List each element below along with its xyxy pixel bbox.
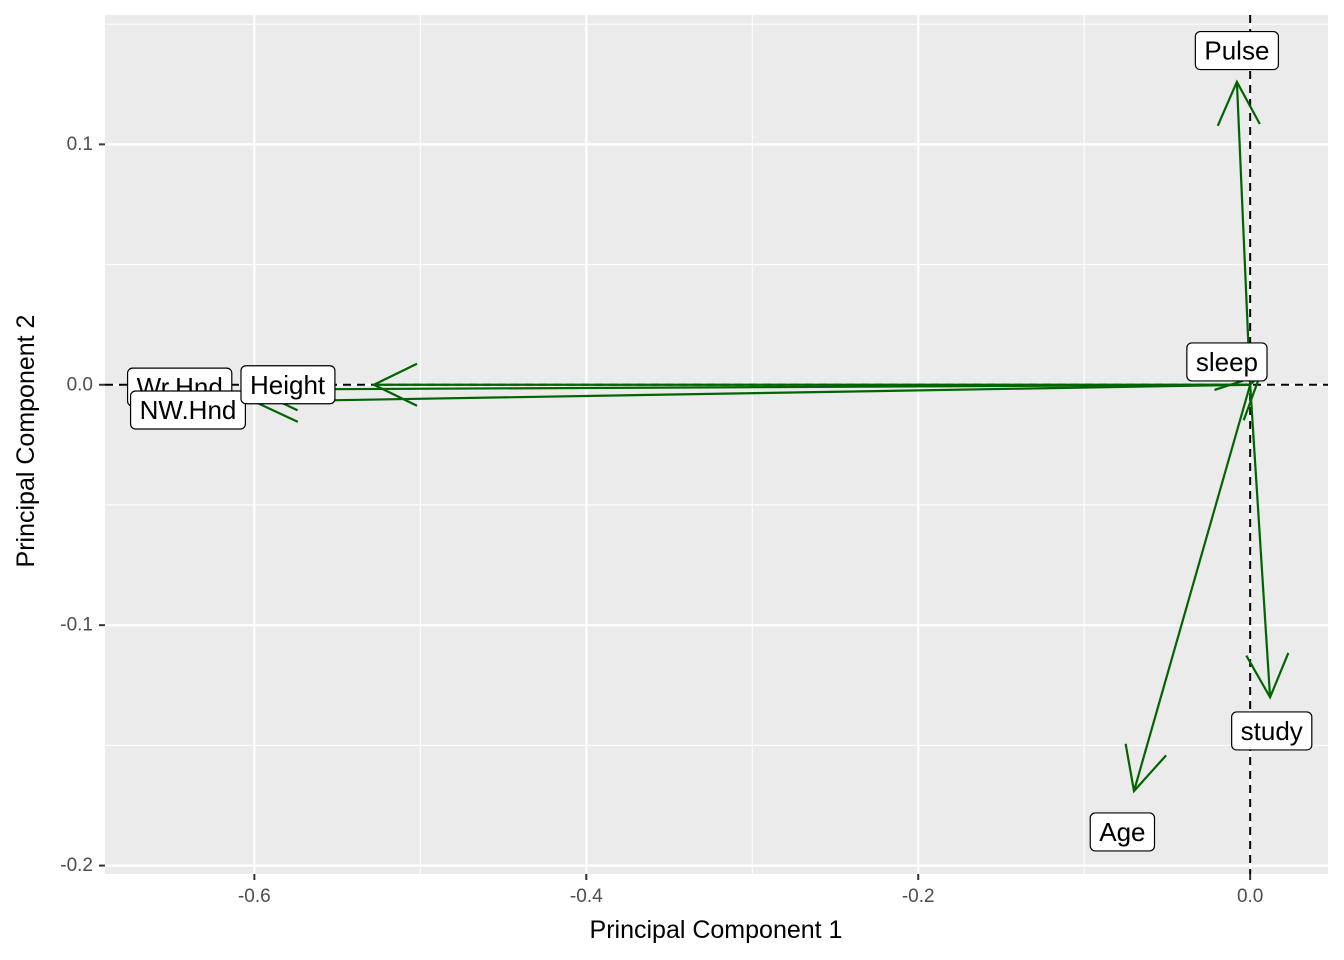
arrow-shaft xyxy=(1132,384,1252,792)
label-box xyxy=(129,390,246,430)
y-tick-label: 0.1 xyxy=(67,134,93,155)
x-tick-label: -0.4 xyxy=(570,886,603,907)
arrow-shaft xyxy=(254,383,1251,391)
variable-label: NW.Hnd xyxy=(129,390,246,430)
arrow-head xyxy=(1216,79,1261,127)
label-text: Height xyxy=(250,370,326,400)
arrow-shaft xyxy=(1235,81,1252,385)
label-box xyxy=(1231,711,1313,751)
x-tick-label: -0.6 xyxy=(238,886,271,907)
variable-label: study xyxy=(1231,711,1313,751)
label-box xyxy=(1089,812,1156,852)
label-box xyxy=(240,365,336,405)
y-tick-label: -0.2 xyxy=(60,855,93,876)
label-box xyxy=(1186,342,1268,382)
arrow-head xyxy=(1245,652,1290,700)
variable-label: sleep xyxy=(1186,342,1268,382)
loading-arrow xyxy=(1245,384,1290,700)
variable-label: Age xyxy=(1089,812,1156,852)
label-text: NW.Hnd xyxy=(140,395,237,425)
arrow-shaft xyxy=(1249,384,1272,698)
y-axis-title: Principal Component 2 xyxy=(12,315,40,568)
label-text: study xyxy=(1241,716,1303,746)
x-tick-label: 0.0 xyxy=(1237,886,1263,907)
x-axis-title: Principal Component 1 xyxy=(590,916,843,944)
variable-label: Height xyxy=(240,365,336,405)
y-tick-label: -0.1 xyxy=(60,615,93,636)
label-text: Pulse xyxy=(1204,36,1269,66)
arrow-head xyxy=(1124,743,1167,794)
label-text: Age xyxy=(1099,817,1145,847)
loading-arrow xyxy=(1216,79,1261,385)
label-text: sleep xyxy=(1196,347,1258,377)
panel-background xyxy=(105,15,1328,874)
y-tick-label: 0.0 xyxy=(67,374,93,395)
loading-arrow xyxy=(1124,384,1252,794)
plot-panel xyxy=(105,15,1328,874)
variable-label: Pulse xyxy=(1194,30,1280,71)
label-box xyxy=(1194,30,1280,71)
arrow-shaft xyxy=(254,383,1251,403)
axes: -0.6 -0.4 -0.2 0.0 -0.2 -0.1 0.0 0.1 xyxy=(60,134,1263,907)
x-tick-label: -0.2 xyxy=(902,886,935,907)
